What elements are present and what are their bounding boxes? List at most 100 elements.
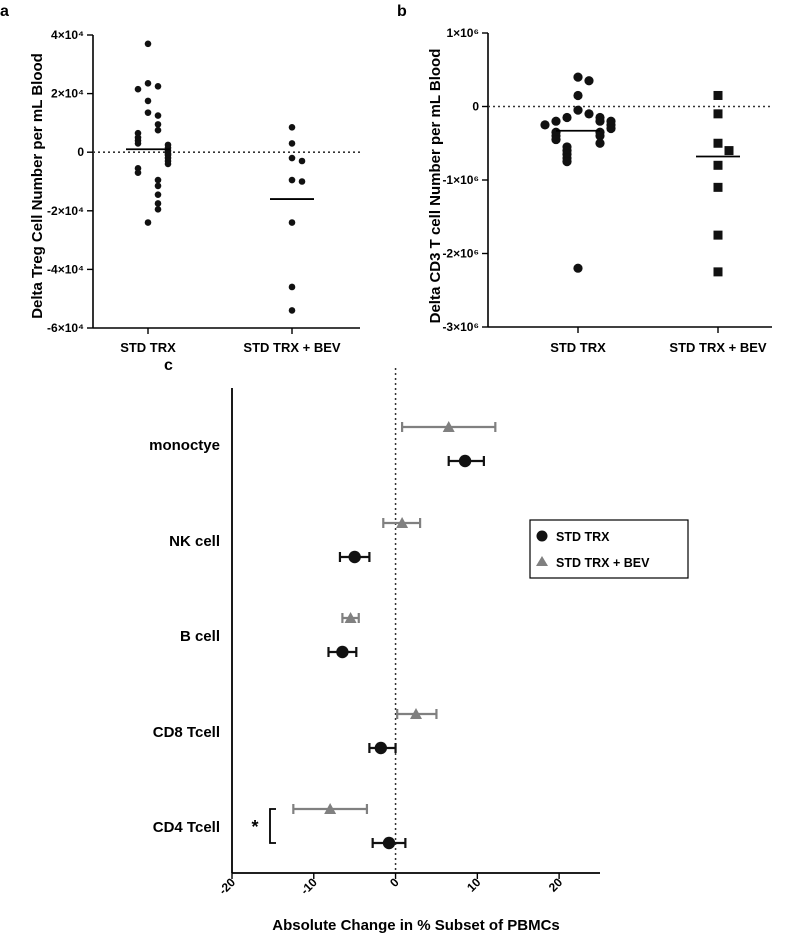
panel-b-point-1-4: [713, 160, 723, 170]
panel-a-point-0-23: [154, 176, 162, 184]
legend-marker-std-trx: [536, 530, 548, 542]
panel-a-xtick-1: STD TRX + BEV: [243, 340, 340, 355]
panel-c-category-3: CD8 Tcell: [153, 724, 220, 741]
panel-b-point-1-2: [713, 138, 723, 148]
panel-a-xtick-0: STD TRX: [120, 340, 176, 355]
legend-label-std-trx: STD TRX: [556, 530, 610, 544]
panel-b-ytick-label-0: 1×10⁶: [446, 26, 479, 40]
panel-b-point-0-18: [595, 138, 605, 148]
panel-b-point-0-11: [540, 120, 550, 130]
panel-c-label: c: [164, 357, 173, 374]
panel-b-point-0-3: [573, 105, 583, 115]
panel-c-xtick-label-4: 20: [546, 875, 566, 895]
panel-c-point-0-4: [382, 836, 396, 850]
panel-b-ylabel: Delta CD3 T cell Number per mL Blood: [427, 49, 444, 324]
panel-a-point-1-7: [288, 283, 296, 291]
panel-b-point-1-6: [713, 230, 723, 240]
panel-b-point-0-1: [584, 76, 594, 86]
panel-a-point-0-28: [144, 219, 152, 226]
panel-c-point-1-2: [344, 612, 357, 623]
panel-a-ylabel: Delta Treg Cell Number per mL Blood: [29, 53, 46, 319]
significance-bracket: [269, 808, 276, 844]
panel-a-point-1-5: [298, 178, 306, 185]
panel-c-xlabel: Absolute Change in % Subset of PBMCs: [272, 917, 560, 934]
panel-b-point-0-8: [551, 116, 561, 126]
panel-a-ytick-label-1: 2×10⁴: [51, 87, 84, 101]
panel-b-ytick-label-2: -1×10⁶: [442, 173, 479, 187]
plot-elements: 4×10⁴ 2×10⁴ 0 -2×10⁴ -4×10⁴ -6×10⁴ 1×10⁶ 0 -1×10…: [47, 26, 772, 897]
panel-a-ytick-label-2: 0: [77, 145, 84, 159]
panel-a-point-0-8: [154, 126, 162, 134]
panel-b-point-0-5: [562, 112, 572, 123]
panel-a-point-0-22: [134, 169, 142, 177]
panel-a-point-0-20: [164, 160, 172, 168]
panel-a-point-0-25: [154, 191, 162, 198]
panel-a-point-1-3: [298, 157, 306, 165]
panel-b-point-1-7: [713, 267, 723, 277]
panel-b-point-1-5: [713, 182, 723, 192]
panel-a-ytick-label-3: -2×10⁴: [47, 204, 84, 218]
panel-c-point-0-0: [458, 454, 472, 468]
panel-a-label: a: [0, 3, 9, 20]
panel-c-point-1-1: [396, 517, 409, 528]
panel-b-point-0-7: [595, 116, 605, 126]
panel-b-xtick-0: STD TRX: [550, 340, 606, 355]
panel-a-point-1-8: [288, 307, 296, 314]
panel-c-point-0-1: [348, 550, 361, 564]
panel-b-point-1-3: [724, 146, 734, 156]
panel-a-point-1-1: [288, 140, 296, 147]
panel-a-point-1-2: [288, 154, 296, 162]
panel-c-xtick-label-1: -10: [298, 875, 320, 897]
panel-b-point-0-0: [573, 72, 583, 82]
panel-a-point-0-26: [154, 200, 162, 207]
panel-c-point-0-3: [374, 741, 388, 755]
panel-a-point-0-1: [144, 80, 152, 87]
panel-b-point-0-23: [562, 157, 572, 167]
panel-b-ytick-label-1: 0: [472, 100, 479, 114]
panel-a-point-0-27: [154, 206, 162, 213]
panel-b-point-0-15: [595, 131, 605, 141]
panel-b-point-0-12: [606, 123, 616, 134]
legend-box: [529, 519, 689, 579]
panel-a-point-0-5: [144, 109, 152, 116]
panel-c-xtick-label-3: 10: [464, 875, 484, 895]
panel-a-ytick-label-4: -4×10⁴: [47, 262, 84, 276]
panel-c-point-1-4: [324, 803, 337, 814]
panel-a-ytick-label-5: -6×10⁴: [47, 321, 84, 335]
panel-a-point-0-6: [154, 112, 162, 119]
panel-b-ytick-label-4: -3×10⁶: [442, 320, 479, 334]
panel-b-ytick-label-3: -2×10⁶: [442, 247, 479, 261]
panel-c-category-2: B cell: [180, 628, 220, 645]
panel-a-point-0-3: [134, 85, 142, 93]
panel-b-point-0-17: [551, 134, 561, 145]
panel-a-point-0-0: [144, 40, 152, 48]
panel-b-point-0-2: [573, 90, 583, 101]
panel-b-xtick-1: STD TRX + BEV: [669, 340, 766, 355]
panel-c-category-1: NK cell: [169, 533, 220, 550]
panel-a-point-0-4: [144, 97, 152, 105]
panel-a-point-0-24: [154, 182, 162, 190]
legend-marker-std-trx-bev: [536, 556, 548, 566]
panel-a-point-0-7: [154, 121, 162, 128]
panel-c-xtick-label-0: -20: [216, 875, 238, 897]
panel-c-point-1-0: [442, 421, 455, 432]
panel-b-point-1-1: [713, 109, 723, 119]
panel-a-point-0-12: [134, 140, 142, 147]
panel-a-point-1-0: [288, 123, 296, 131]
panel-b-point-1-0: [713, 90, 723, 100]
panel-c-category-0: monoctye: [149, 437, 220, 454]
panel-c-point-1-3: [410, 708, 422, 719]
panel-b-label: b: [397, 3, 407, 20]
panel-b-point-0-24: [573, 263, 583, 273]
panel-c-point-0-2: [336, 645, 349, 659]
panel-a-point-1-6: [288, 219, 296, 226]
panel-b-point-0-4: [584, 109, 594, 119]
panel-a-ytick-label-0: 4×10⁴: [51, 28, 84, 42]
legend-label-std-trx-bev: STD TRX + BEV: [556, 556, 650, 570]
panel-c-xtick-label-2: 0: [387, 875, 402, 890]
panel-a-point-1-4: [288, 176, 296, 184]
panel-c-legend: STD TRX STD TRX + BEV: [529, 519, 689, 579]
significance-asterisk: *: [251, 817, 258, 837]
panel-c-category-4: CD4 Tcell: [153, 819, 220, 836]
